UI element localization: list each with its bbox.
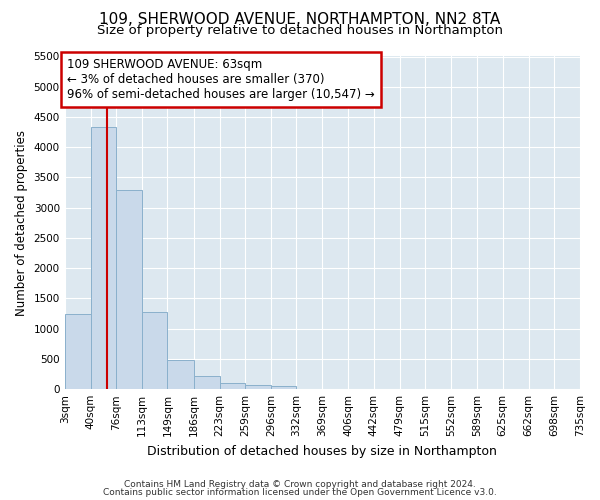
Text: Contains public sector information licensed under the Open Government Licence v3: Contains public sector information licen… <box>103 488 497 497</box>
Bar <box>193 376 220 389</box>
Text: Contains HM Land Registry data © Crown copyright and database right 2024.: Contains HM Land Registry data © Crown c… <box>124 480 476 489</box>
Bar <box>142 312 167 389</box>
Bar <box>91 128 116 389</box>
Bar <box>245 384 271 389</box>
Bar <box>271 386 296 389</box>
Title: 109, SHERWOOD AVENUE, NORTHAMPTON, NN2 8TA
Size of property relative to detached: 109, SHERWOOD AVENUE, NORTHAMPTON, NN2 8… <box>0 499 1 500</box>
Bar <box>116 190 142 389</box>
Text: 109 SHERWOOD AVENUE: 63sqm
← 3% of detached houses are smaller (370)
96% of semi: 109 SHERWOOD AVENUE: 63sqm ← 3% of detac… <box>67 58 375 101</box>
Bar <box>220 383 245 389</box>
Bar <box>65 314 91 389</box>
Y-axis label: Number of detached properties: Number of detached properties <box>15 130 28 316</box>
Bar <box>167 360 194 389</box>
X-axis label: Distribution of detached houses by size in Northampton: Distribution of detached houses by size … <box>148 444 497 458</box>
Text: 109, SHERWOOD AVENUE, NORTHAMPTON, NN2 8TA: 109, SHERWOOD AVENUE, NORTHAMPTON, NN2 8… <box>100 12 500 28</box>
Text: Size of property relative to detached houses in Northampton: Size of property relative to detached ho… <box>97 24 503 37</box>
